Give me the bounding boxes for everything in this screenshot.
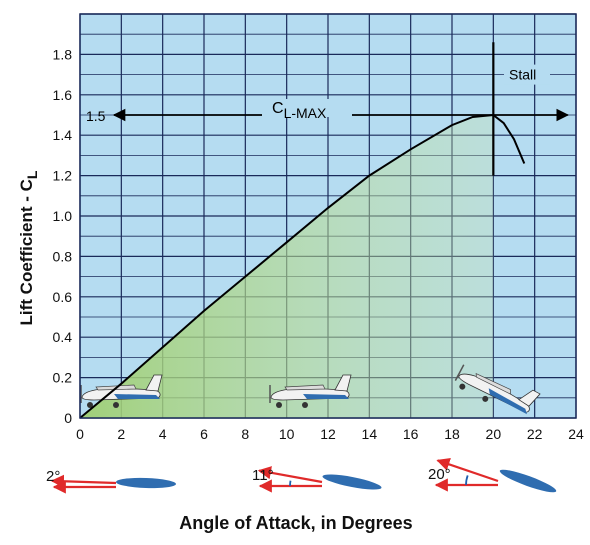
stall-label: Stall bbox=[509, 67, 536, 83]
chord-arrow bbox=[436, 458, 499, 483]
nose-wheel bbox=[87, 402, 93, 408]
area-under-curve bbox=[80, 115, 494, 418]
x-axis-label: Angle of Attack, in Degrees bbox=[179, 513, 412, 533]
clmax-annotation: CL-MAX 1.5 Stall bbox=[86, 42, 569, 176]
main-wheel bbox=[302, 402, 308, 408]
y-tick-label: 1.6 bbox=[53, 87, 73, 103]
plot-border bbox=[79, 13, 577, 419]
vertical-tail bbox=[334, 374, 352, 392]
clmax-label-bg bbox=[262, 99, 352, 117]
x-tick-label: 10 bbox=[279, 426, 295, 442]
angle-of-attack-diagrams: 2° 11° 20° bbox=[46, 458, 557, 494]
y-tick-label: 0.8 bbox=[53, 248, 73, 264]
wing bbox=[284, 384, 326, 391]
y-tick-label: 0.2 bbox=[53, 370, 73, 386]
x-tick-label: 0 bbox=[76, 426, 84, 442]
x-tick-label: 4 bbox=[159, 426, 167, 442]
x-tick-label: 14 bbox=[362, 426, 378, 442]
vertical-tail bbox=[145, 374, 163, 392]
nose-wheel bbox=[459, 383, 466, 390]
y-tick-label: 1.8 bbox=[53, 46, 73, 62]
aoa-diagram: 20° bbox=[428, 458, 557, 493]
airfoil-icon bbox=[499, 469, 557, 493]
propeller bbox=[454, 364, 465, 381]
airplane-pitched-icon bbox=[454, 364, 541, 415]
main-wheel bbox=[482, 395, 489, 402]
clmax-value-label: 1.5 bbox=[86, 108, 106, 124]
x-tick-label: 6 bbox=[200, 426, 208, 442]
x-tick-label: 22 bbox=[527, 426, 543, 442]
main-wheel bbox=[113, 402, 119, 408]
y-tick-label: 1.0 bbox=[53, 208, 73, 224]
y-tick-label: 1.2 bbox=[53, 168, 73, 184]
aoa-diagram: 11° bbox=[252, 466, 382, 493]
x-tick-label: 16 bbox=[403, 426, 419, 442]
chord-arrow bbox=[50, 474, 117, 488]
aoa-angle-label: 11° bbox=[252, 467, 274, 484]
y-tick-labels: 0 0.2 0.4 0.6 0.8 1.0 1.2 1.4 1.6 1.8 bbox=[53, 46, 73, 426]
chord-arrow bbox=[257, 466, 323, 484]
nose-wheel bbox=[276, 402, 282, 408]
wing bbox=[475, 372, 511, 395]
y-tick-label: 0.6 bbox=[53, 289, 73, 305]
vertical-tail bbox=[518, 389, 541, 407]
stall-label-bg bbox=[504, 64, 550, 85]
y-tick-label: 0 bbox=[64, 410, 72, 426]
x-tick-label: 24 bbox=[568, 426, 584, 442]
aoa-angle-label: 2° bbox=[46, 468, 60, 485]
x-tick-label: 12 bbox=[320, 426, 336, 442]
clmax-label: CL-MAX bbox=[272, 100, 327, 121]
y-axis-label: Lift Coefficient - CL bbox=[17, 170, 40, 325]
x-tick-label: 2 bbox=[117, 426, 125, 442]
aoa-diagram: 2° bbox=[46, 468, 176, 494]
fuselage-stripe bbox=[488, 388, 527, 415]
aoa-angle-label: 20° bbox=[428, 466, 451, 483]
angle-arc bbox=[289, 480, 292, 487]
y-tick-label: 1.4 bbox=[53, 127, 73, 143]
airplane-illustrations bbox=[80, 364, 541, 415]
x-tick-label: 8 bbox=[241, 426, 249, 442]
angle-arc bbox=[465, 475, 469, 486]
fuselage-stripe bbox=[114, 394, 160, 399]
airfoil-icon bbox=[322, 474, 382, 490]
airplane-level-icon bbox=[80, 374, 163, 408]
y-tick-label: 0.4 bbox=[53, 329, 73, 345]
airplane-climb-icon bbox=[269, 374, 352, 408]
x-tick-labels: 0 2 4 6 8 10 12 14 16 18 20 22 24 bbox=[76, 426, 584, 442]
x-tick-label: 18 bbox=[444, 426, 460, 442]
fuselage-stripe bbox=[303, 394, 349, 399]
x-tick-label: 20 bbox=[486, 426, 502, 442]
airfoil-icon bbox=[116, 477, 176, 489]
